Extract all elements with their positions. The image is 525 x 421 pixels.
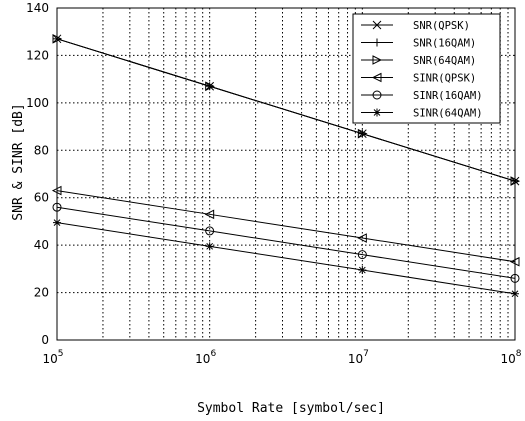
legend-label: SNR(64QAM): [413, 55, 476, 67]
y-tick-label: 140: [26, 1, 49, 15]
series-line-sinr-64qam: [56, 222, 516, 295]
y-axis-label: SNR & SINR [dB]: [11, 103, 26, 220]
legend-marker: [372, 55, 383, 65]
data-point-sinr-16qam: [510, 273, 520, 283]
legend-marker: [373, 108, 381, 117]
legend-label: SNR(QPSK): [413, 20, 470, 32]
y-tick-label: 0: [41, 333, 49, 347]
x-tick-label: 107: [348, 349, 369, 366]
legend-entry-snr-qpsk: SNR(QPSK): [361, 20, 470, 32]
legend-label: SNR(16QAM): [413, 38, 476, 50]
data-point-snr-64qam: [357, 128, 368, 139]
x-tick-label: 108: [500, 349, 521, 366]
grid-lines: [57, 8, 515, 340]
legend-entry-snr-64qam: SNR(64QAM): [361, 55, 476, 67]
y-tick-label: 100: [26, 96, 49, 110]
legend-marker: [371, 72, 382, 83]
data-point-sinr-qpsk: [357, 233, 367, 243]
legend-marker: [372, 20, 382, 30]
plot-area-frame: [56, 7, 516, 341]
data-point-sinr-64qam: [205, 242, 214, 251]
x-axis-label: Symbol Rate [symbol/sec]: [197, 401, 385, 416]
series-line-sinr-16qam: [56, 206, 516, 279]
y-tick-label: 40: [34, 238, 49, 252]
legend-entry-sinr-16qam: SINR(16QAM): [361, 90, 483, 102]
data-point-sinr-16qam: [52, 202, 62, 212]
data-point-snr-64qam: [52, 34, 63, 44]
data-point-sinr-64qam: [53, 218, 61, 227]
legend-label: SINR(64QAM): [413, 108, 483, 120]
data-point-snr-64qam: [510, 176, 521, 186]
series-sinr-qpsk: [51, 185, 520, 267]
x-tick-label: 106: [195, 349, 216, 366]
legend: SNR(QPSK) SNR(16QAM) SNR(64QAM) SINR(QPSK) S…: [352, 13, 501, 124]
data-point-sinr-64qam: [511, 289, 519, 298]
legend-entry-sinr-qpsk: SINR(QPSK): [361, 73, 476, 85]
data-point-sinr-16qam: [205, 226, 215, 236]
legend-entry-sinr-64qam: SINR(64QAM): [361, 108, 483, 120]
legend-entry-snr-16qam: SNR(16QAM): [361, 38, 476, 50]
data-point-sinr-qpsk: [51, 185, 62, 196]
series-line-sinr-qpsk: [56, 190, 516, 263]
data-point-snr-64qam: [205, 81, 215, 92]
y-tick-label: 80: [34, 143, 49, 157]
series-sinr-64qam: [53, 218, 519, 298]
y-tick-label: 120: [26, 48, 49, 62]
series-layer: [51, 34, 521, 298]
x-tick-label: 105: [42, 349, 63, 366]
y-tick-label: 20: [34, 286, 49, 300]
series-snr-64qam: [52, 34, 521, 186]
legend-label: SINR(QPSK): [413, 73, 476, 85]
legend-box: [352, 13, 501, 124]
series-sinr-16qam: [52, 202, 520, 283]
legend-marker: [372, 90, 382, 100]
data-point-sinr-qpsk: [509, 256, 520, 267]
data-point-sinr-64qam: [358, 266, 367, 275]
tick-labels: 0 20 40 60 80 100 120 140 105 106 107 108: [26, 1, 522, 366]
legend-label: SINR(16QAM): [413, 90, 483, 102]
data-point-sinr-qpsk: [204, 209, 215, 220]
y-tick-label: 60: [34, 191, 49, 205]
legend-marker: [373, 38, 381, 47]
data-point-sinr-16qam: [357, 250, 367, 260]
series-line-snr-64qam: [56, 38, 516, 182]
